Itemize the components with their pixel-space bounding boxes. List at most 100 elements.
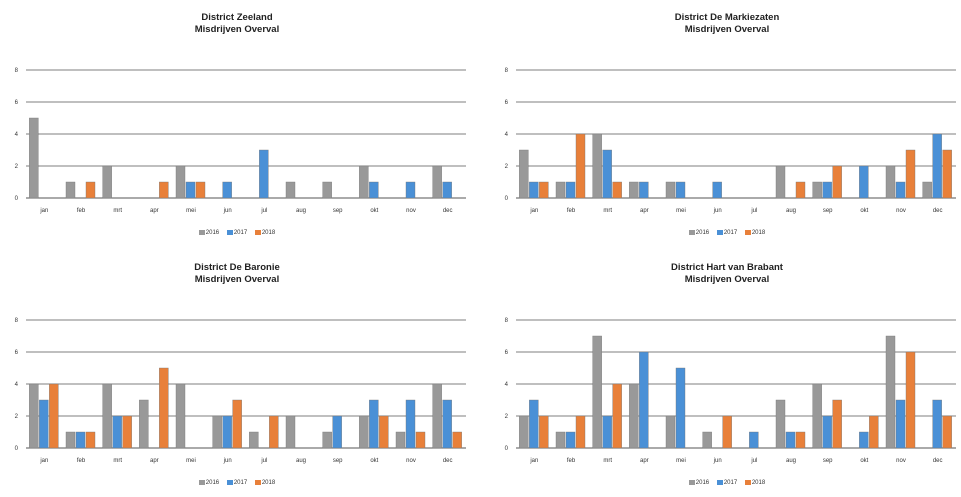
bar-2016 (665, 181, 676, 199)
bar-2018 (612, 181, 622, 199)
x-tick-label: aug (296, 208, 306, 214)
x-tick-label: apr (150, 208, 159, 214)
x-tick-label: feb (77, 458, 86, 464)
bar-2016 (285, 181, 296, 199)
bar-2016 (922, 181, 932, 199)
y-tick-label: 8 (505, 68, 509, 74)
legend-item-2016: 2016 (688, 480, 709, 486)
y-tick-label: 8 (15, 318, 19, 324)
bar-2017 (602, 149, 612, 199)
x-tick-label: jun (223, 458, 232, 464)
x-tick-label: aug (786, 458, 796, 464)
x-tick-label: jan (39, 458, 48, 464)
bar-2018 (122, 415, 132, 449)
bar-2018 (85, 431, 96, 449)
x-tick-label: feb (567, 208, 576, 214)
x-tick-label: dec (933, 208, 943, 214)
legend-swatch-2017 (226, 480, 233, 485)
legend-item-2016: 2016 (688, 230, 710, 236)
bar-2017 (565, 181, 576, 199)
bar-2016 (359, 415, 369, 449)
legend-swatch-2016 (688, 230, 695, 235)
bar-2016 (812, 383, 822, 449)
bar-2017 (222, 415, 232, 449)
legend-swatch-2016 (198, 480, 205, 485)
bar-2018 (452, 431, 462, 449)
bar-2016 (775, 399, 786, 449)
x-tick-label: jun (223, 208, 232, 214)
legend-label-2016: 2016 (205, 480, 220, 486)
x-tick-label: jun (713, 208, 722, 214)
chart-subtitle: Misdrijven Overval (684, 274, 770, 285)
legend-swatch-2016 (198, 230, 205, 235)
chart-plot: 0 2 4 6 8 jan feb mrt apr mei jun jul aug sep okt nov de… (15, 68, 466, 214)
x-tick-label: mei (676, 208, 686, 214)
x-tick-label: jul (260, 458, 267, 464)
bar-2018 (269, 415, 279, 449)
chart-title: District Zeeland (201, 12, 273, 23)
legend-label-2017: 2017 (233, 480, 248, 486)
bar-2017 (442, 181, 452, 199)
bar-2018 (415, 431, 426, 449)
chart-title: District Hart van Brabant (671, 262, 783, 273)
y-tick-label: 2 (505, 414, 509, 420)
bar-2017 (332, 415, 342, 449)
legend-item-2018: 2018 (744, 230, 765, 236)
chart-subtitle: Misdrijven Overval (194, 24, 280, 35)
legend-label-2017: 2017 (723, 480, 738, 486)
bar-2016 (102, 383, 112, 449)
x-tick-label: okt (860, 208, 868, 214)
bar-2016 (432, 165, 442, 199)
bar-2016 (395, 431, 406, 449)
x-tick-label: okt (370, 208, 378, 214)
y-tick-label: 8 (15, 68, 19, 74)
bar-2017 (565, 431, 576, 449)
bar-2018 (49, 383, 59, 449)
chart-legend: 2016 2017 2018 (4, 480, 470, 486)
bar-2018 (195, 181, 206, 199)
bar-2018 (159, 367, 169, 449)
bar-2017 (442, 399, 452, 449)
bar-2017 (369, 399, 379, 449)
y-tick-label: 4 (505, 132, 509, 138)
legend-swatch-2016 (688, 480, 695, 485)
x-tick-label: mrt (113, 458, 122, 464)
y-tick-label: 6 (505, 100, 509, 106)
legend-swatch-2017 (226, 230, 233, 235)
y-tick-label: 0 (505, 446, 509, 452)
x-tick-label: jun (713, 458, 722, 464)
bar-2018 (832, 165, 842, 199)
x-tick-label: nov (406, 208, 416, 214)
bar-2018 (942, 415, 952, 449)
bar-2016 (359, 165, 369, 199)
bar-2017 (859, 165, 869, 199)
x-tick-label: sep (823, 208, 833, 214)
bar-2017 (895, 399, 906, 449)
bar-2017 (369, 181, 379, 199)
x-tick-label: jan (529, 458, 538, 464)
y-tick-label: 0 (15, 446, 19, 452)
bar-2018 (232, 399, 242, 449)
legend-swatch-2018 (254, 480, 261, 485)
legend-item-2016: 2016 (198, 480, 220, 486)
bar-2018 (942, 149, 952, 199)
chart-subtitle: Misdrijven Overval (684, 24, 770, 35)
legend-label-2018: 2018 (751, 480, 766, 486)
bar-2018 (575, 415, 586, 449)
legend-label-2016: 2016 (695, 230, 710, 236)
bar-2018 (612, 383, 622, 449)
y-tick-label: 4 (15, 382, 19, 388)
y-tick-label: 4 (505, 382, 509, 388)
bar-2017 (639, 351, 649, 449)
bar-2017 (112, 415, 122, 449)
bar-2017 (822, 181, 832, 199)
bar-2016 (812, 181, 822, 199)
legend-label-2018: 2018 (261, 230, 276, 236)
x-tick-label: sep (333, 208, 343, 214)
bar-2016 (175, 383, 186, 449)
bar-2017 (602, 415, 612, 449)
x-tick-label: nov (896, 208, 906, 214)
legend-item-2018: 2018 (254, 480, 275, 486)
bar-2018 (905, 351, 916, 449)
bar-2017 (932, 133, 942, 199)
